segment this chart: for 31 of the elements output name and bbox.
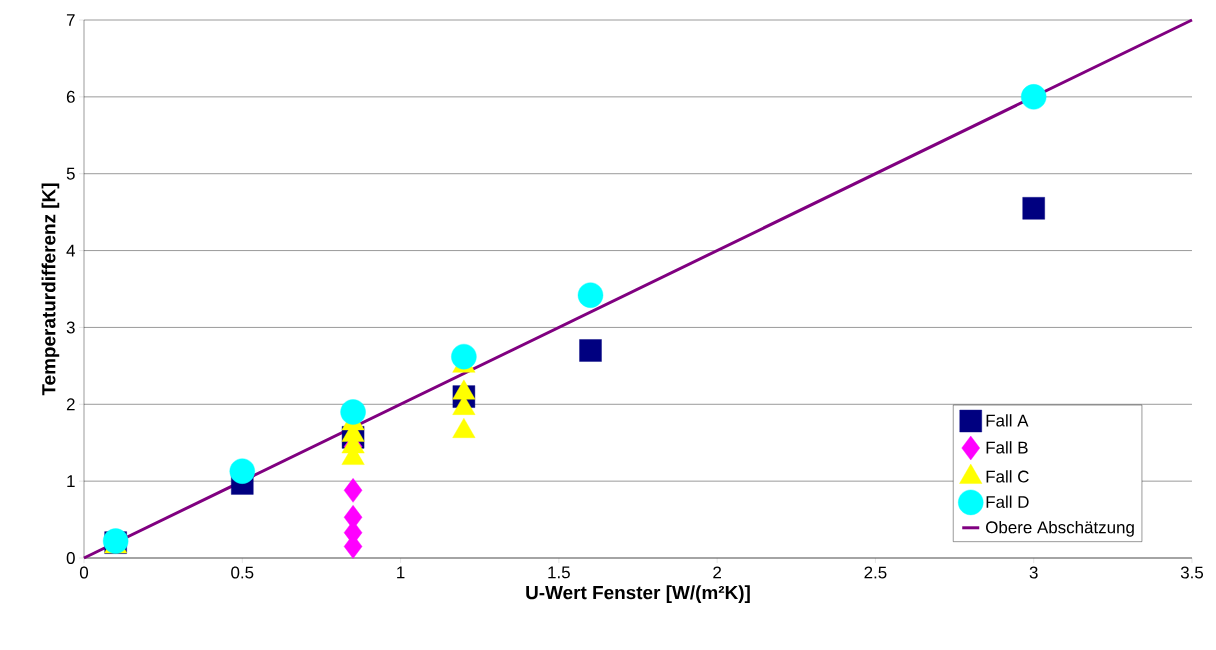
y-tick-label: 0: [66, 552, 75, 564]
x-tick-label: 3: [1029, 566, 1038, 579]
x-tick-label: 2: [713, 566, 721, 579]
point: [1021, 84, 1047, 110]
point: [343, 478, 363, 503]
x-tick-label: 1.5: [548, 566, 570, 579]
y-tick-label: 6: [66, 90, 75, 103]
legend-label: Obere Abschätzung: [986, 520, 1134, 537]
point: [579, 339, 602, 362]
x-tick-label: 0.5: [231, 566, 254, 579]
y-tick-label: 2: [66, 398, 75, 411]
x-tick-label: 1: [397, 566, 405, 579]
legend-label: Fall B: [986, 441, 1028, 454]
y-tick-label: 7: [66, 14, 75, 26]
x-tick-label: 3.5: [1180, 566, 1204, 579]
y-tick-label: 4: [66, 244, 75, 257]
point: [451, 343, 477, 370]
point: [340, 399, 366, 425]
y-tick-label: 5: [66, 167, 75, 180]
x-axis-title: U-Wert Fenster [W/(m²K)]: [526, 585, 750, 603]
legend-label: Fall D: [986, 495, 1029, 508]
y-axis-title: Temperaturdifferenz [K]: [41, 183, 60, 396]
x-tick-label: 2.5: [864, 566, 887, 579]
legend-label: Fall C: [986, 470, 1029, 483]
point: [577, 282, 604, 308]
point: [1022, 197, 1045, 220]
x-tick-label: 0: [79, 566, 89, 579]
legend-label: Fall A: [986, 414, 1029, 427]
y-tick-label: 1: [67, 475, 75, 487]
y-tick-label: 3: [66, 321, 75, 334]
point: [229, 458, 255, 484]
